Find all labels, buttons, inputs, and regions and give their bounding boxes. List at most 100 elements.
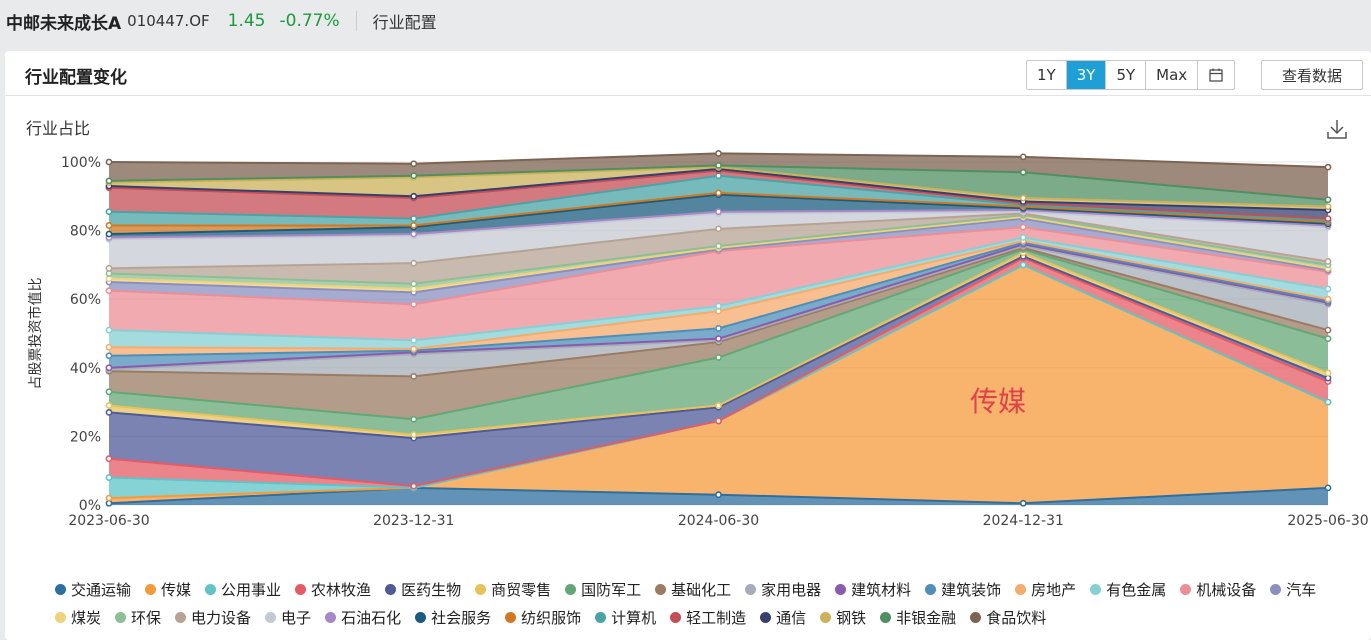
area-有色金属[interactable] [109, 237, 1328, 349]
point-纺织服饰[interactable] [105, 222, 113, 229]
point-食品饮料[interactable] [1019, 153, 1027, 161]
legend-item-交通运输[interactable]: 交通运输 [55, 578, 131, 600]
point-机械设备[interactable] [105, 287, 113, 295]
legend-item-建筑装饰[interactable]: 建筑装饰 [925, 578, 1001, 600]
legend-item-传媒[interactable]: 传媒 [145, 578, 191, 600]
point-国防军工[interactable] [715, 354, 722, 361]
legend-item-建筑材料[interactable]: 建筑材料 [835, 578, 911, 600]
point-公用事业[interactable] [1019, 261, 1027, 269]
point-国防军工[interactable] [105, 388, 113, 396]
point-建筑装饰[interactable] [715, 324, 722, 332]
page-breadcrumb[interactable]: 行业配置 [372, 13, 437, 32]
point-机械设备[interactable] [410, 300, 418, 308]
point-交通运输[interactable] [715, 491, 722, 499]
point-钢铁[interactable] [1324, 203, 1332, 210]
point-有色金属[interactable] [105, 326, 113, 334]
legend-item-轻工制造[interactable]: 轻工制造 [670, 606, 746, 628]
point-有色金属[interactable] [1324, 285, 1332, 293]
point-食品饮料[interactable] [715, 150, 722, 157]
point-国防军工[interactable] [1324, 335, 1332, 343]
legend-item-非银金融[interactable]: 非银金融 [880, 606, 956, 628]
point-房地产[interactable] [105, 343, 113, 351]
area-计算机[interactable] [109, 175, 1328, 226]
point-医药生物[interactable] [105, 408, 113, 416]
point-石油石化[interactable] [410, 230, 418, 238]
legend-item-计算机[interactable]: 计算机 [595, 606, 656, 628]
range-button-5y[interactable]: 5Y [1106, 61, 1147, 89]
legend-item-公用事业[interactable]: 公用事业 [205, 578, 281, 600]
point-纺织服饰[interactable] [715, 189, 722, 197]
point-商贸零售[interactable] [410, 431, 418, 439]
point-传媒[interactable] [105, 494, 113, 502]
point-轻工制造[interactable] [1324, 215, 1332, 222]
point-环保[interactable] [715, 242, 722, 250]
legend-item-机械设备[interactable]: 机械设备 [1180, 578, 1256, 600]
point-纺织服饰[interactable] [410, 222, 418, 229]
point-公用事业[interactable] [105, 474, 113, 481]
point-有色金属[interactable] [410, 336, 418, 344]
legend-item-医药生物[interactable]: 医药生物 [385, 578, 461, 600]
legend-item-家用电器[interactable]: 家用电器 [745, 578, 821, 600]
legend-item-电力设备[interactable]: 电力设备 [175, 606, 251, 628]
point-环保[interactable] [410, 280, 418, 288]
point-商贸零售[interactable] [715, 402, 722, 409]
range-button-1y[interactable]: 1Y [1027, 61, 1067, 89]
area-纺织服饰[interactable] [109, 192, 1328, 235]
area-机械设备[interactable] [109, 227, 1328, 341]
range-button-3y[interactable]: 3Y [1066, 61, 1107, 89]
area-国防军工[interactable] [109, 249, 1328, 435]
point-交通运输[interactable] [1324, 484, 1332, 492]
legend-item-钢铁[interactable]: 钢铁 [820, 606, 866, 628]
area-传媒[interactable] [109, 264, 1328, 504]
download-icon[interactable] [1325, 117, 1349, 141]
legend-item-有色金属[interactable]: 有色金属 [1090, 578, 1166, 600]
point-房地产[interactable] [410, 345, 418, 353]
area-煤炭[interactable] [109, 216, 1328, 293]
area-医药生物[interactable] [109, 256, 1328, 487]
calendar-icon[interactable] [1198, 61, 1235, 89]
range-button-max[interactable]: Max [1146, 61, 1199, 89]
legend-item-环保[interactable]: 环保 [115, 606, 161, 628]
point-通信[interactable] [410, 192, 418, 200]
point-商贸零售[interactable] [105, 402, 113, 409]
point-非银金融[interactable] [105, 177, 113, 185]
point-农林牧渔[interactable] [715, 417, 722, 425]
point-电力设备[interactable] [1324, 258, 1332, 265]
point-建筑材料[interactable] [105, 364, 113, 372]
point-农林牧渔[interactable] [410, 482, 418, 490]
view-data-button[interactable]: 查看数据 [1261, 60, 1363, 90]
legend-item-商贸零售[interactable]: 商贸零售 [475, 578, 551, 600]
point-基础化工[interactable] [1324, 326, 1332, 334]
point-非银金融[interactable] [1019, 168, 1027, 176]
point-农林牧渔[interactable] [105, 455, 113, 463]
area-轻工制造[interactable] [109, 170, 1328, 221]
point-公用事业[interactable] [1324, 398, 1332, 406]
area-环保[interactable] [109, 215, 1328, 289]
point-房地产[interactable] [1324, 295, 1332, 303]
point-建筑材料[interactable] [715, 335, 722, 343]
point-电力设备[interactable] [715, 225, 722, 233]
point-国防军工[interactable] [410, 415, 418, 423]
point-电力设备[interactable] [105, 264, 113, 272]
point-交通运输[interactable] [1019, 499, 1027, 507]
legend-item-煤炭[interactable]: 煤炭 [55, 606, 101, 628]
legend-item-食品饮料[interactable]: 食品饮料 [970, 606, 1046, 628]
legend-item-纺织服饰[interactable]: 纺织服饰 [505, 606, 581, 628]
point-食品饮料[interactable] [410, 160, 418, 168]
legend-item-农林牧渔[interactable]: 农林牧渔 [295, 578, 371, 600]
point-食品饮料[interactable] [1324, 163, 1332, 171]
point-计算机[interactable] [105, 208, 113, 216]
legend-item-石油石化[interactable]: 石油石化 [325, 606, 401, 628]
legend-item-基础化工[interactable]: 基础化工 [655, 578, 731, 600]
area-社会服务[interactable] [109, 194, 1328, 238]
legend-item-汽车[interactable]: 汽车 [1270, 578, 1316, 600]
legend-item-房地产[interactable]: 房地产 [1015, 578, 1076, 600]
point-社会服务[interactable] [105, 230, 113, 238]
area-电子[interactable] [109, 211, 1328, 269]
point-计算机[interactable] [410, 215, 418, 222]
point-非银金融[interactable] [410, 172, 418, 180]
point-基础化工[interactable] [410, 372, 418, 380]
legend-item-社会服务[interactable]: 社会服务 [415, 606, 491, 628]
point-建筑装饰[interactable] [105, 352, 113, 360]
point-食品饮料[interactable] [105, 158, 113, 166]
